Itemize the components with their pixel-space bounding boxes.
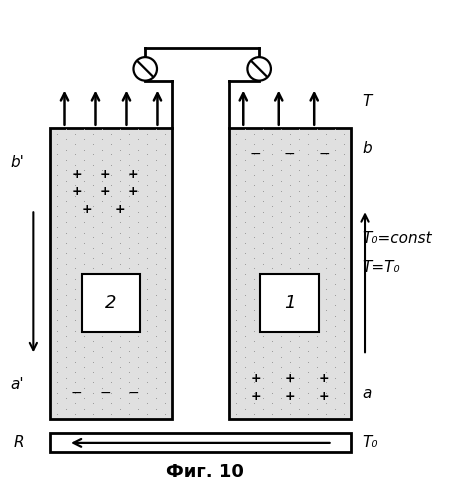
Text: −: − — [127, 386, 139, 400]
Text: Фиг. 10: Фиг. 10 — [166, 463, 244, 481]
Text: +: + — [319, 390, 329, 402]
Text: R: R — [13, 436, 24, 450]
Text: T=T₀: T=T₀ — [363, 260, 400, 275]
Bar — [81, 274, 140, 332]
Text: a: a — [363, 386, 372, 400]
Text: +: + — [81, 203, 92, 216]
Text: 1: 1 — [284, 294, 296, 312]
Text: +: + — [285, 372, 295, 385]
Text: +: + — [250, 390, 261, 402]
Bar — [50, 128, 172, 420]
Circle shape — [248, 57, 271, 80]
Text: −: − — [99, 386, 111, 400]
Text: −: − — [284, 147, 296, 161]
Text: T₀=const: T₀=const — [363, 231, 432, 246]
Text: b': b' — [10, 155, 24, 170]
Text: −: − — [318, 147, 330, 161]
Text: +: + — [285, 390, 295, 402]
Text: a': a' — [10, 377, 24, 392]
Text: −: − — [250, 147, 261, 161]
Text: +: + — [250, 372, 261, 385]
Text: +: + — [99, 186, 110, 198]
Bar — [50, 434, 351, 452]
Bar — [228, 128, 351, 420]
Text: T: T — [363, 94, 372, 109]
Text: −: − — [71, 386, 82, 400]
Text: T₀: T₀ — [363, 436, 378, 450]
Text: +: + — [71, 186, 82, 198]
Circle shape — [133, 57, 157, 80]
Text: +: + — [319, 372, 329, 385]
Text: b: b — [363, 140, 372, 156]
Text: +: + — [128, 186, 139, 198]
Text: +: + — [99, 168, 110, 181]
Text: +: + — [128, 168, 139, 181]
Text: 2: 2 — [105, 294, 117, 312]
Text: +: + — [114, 203, 125, 216]
Bar — [260, 274, 319, 332]
Text: +: + — [71, 168, 82, 181]
